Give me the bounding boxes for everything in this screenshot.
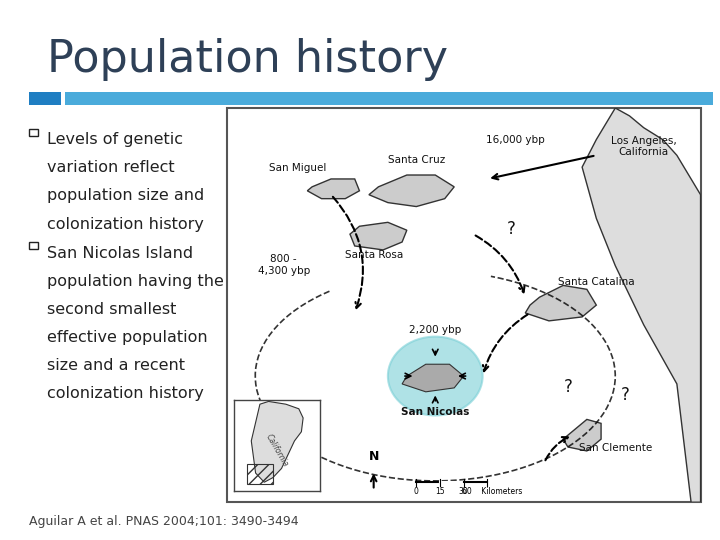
- Text: effective population: effective population: [47, 330, 207, 345]
- Text: colonization history: colonization history: [47, 217, 204, 232]
- Text: 16,000 ybp: 16,000 ybp: [487, 136, 545, 145]
- Polygon shape: [526, 285, 596, 321]
- Text: Santa Catalina: Santa Catalina: [558, 278, 634, 287]
- Polygon shape: [402, 364, 464, 392]
- Text: San Clemente: San Clemente: [579, 443, 652, 453]
- Text: 30: 30: [459, 487, 469, 496]
- Text: size and a recent: size and a recent: [47, 358, 185, 373]
- Text: Aguilar A et al. PNAS 2004;101: 3490-3494: Aguilar A et al. PNAS 2004;101: 3490-349…: [29, 515, 298, 528]
- Text: colonization history: colonization history: [47, 386, 204, 401]
- Text: population having the: population having the: [47, 274, 224, 289]
- Text: 800 -
4,300 ybp: 800 - 4,300 ybp: [258, 254, 310, 275]
- Text: Levels of genetic: Levels of genetic: [47, 132, 183, 147]
- Text: Population history: Population history: [47, 38, 448, 81]
- Text: Santa Rosa: Santa Rosa: [345, 250, 402, 260]
- Text: San Nicolas Island: San Nicolas Island: [47, 246, 193, 261]
- Text: Santa Cruz: Santa Cruz: [387, 155, 445, 165]
- Text: 15: 15: [435, 487, 445, 496]
- Text: variation reflect: variation reflect: [47, 160, 174, 176]
- Polygon shape: [369, 175, 454, 206]
- Polygon shape: [582, 108, 701, 502]
- Text: ?: ?: [507, 220, 516, 238]
- Text: population size and: population size and: [47, 188, 204, 204]
- Text: San Miguel: San Miguel: [269, 163, 327, 173]
- Bar: [247, 464, 273, 484]
- Text: San Nicolas: San Nicolas: [401, 408, 469, 417]
- Bar: [29, 129, 38, 136]
- Text: 60    Kilometers: 60 Kilometers: [462, 487, 522, 496]
- Text: N: N: [369, 450, 379, 463]
- Polygon shape: [251, 401, 303, 482]
- Text: California: California: [264, 432, 290, 468]
- Polygon shape: [563, 420, 601, 451]
- Circle shape: [388, 336, 482, 415]
- Text: 2,200 ybp: 2,200 ybp: [409, 325, 462, 335]
- Text: ?: ?: [564, 378, 572, 396]
- Text: 0: 0: [414, 487, 419, 496]
- FancyBboxPatch shape: [29, 92, 61, 105]
- Text: Los Angeles,
California: Los Angeles, California: [611, 136, 677, 157]
- Polygon shape: [350, 222, 407, 250]
- Text: ?: ?: [621, 386, 629, 404]
- Text: second smallest: second smallest: [47, 302, 176, 317]
- Bar: [29, 242, 38, 249]
- FancyBboxPatch shape: [65, 92, 713, 105]
- Polygon shape: [307, 179, 359, 199]
- FancyBboxPatch shape: [227, 108, 701, 502]
